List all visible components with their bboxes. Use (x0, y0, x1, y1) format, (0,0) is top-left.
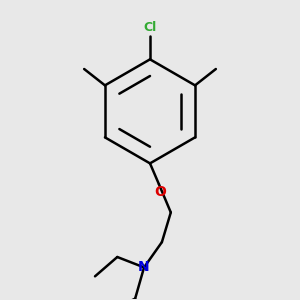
Text: O: O (154, 185, 166, 199)
Text: Cl: Cl (143, 21, 157, 34)
Text: N: N (138, 260, 150, 274)
